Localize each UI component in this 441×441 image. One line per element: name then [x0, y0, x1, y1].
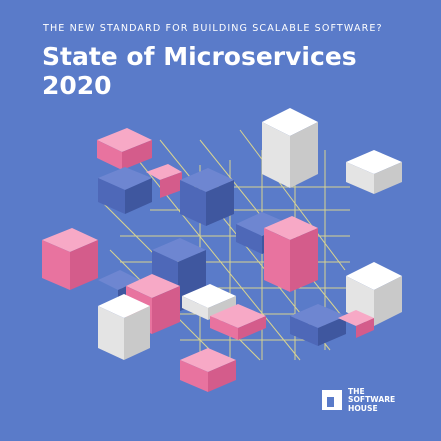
blue-cube: [98, 167, 152, 214]
publisher-logo: THE SOFTWARE HOUSE: [321, 385, 431, 425]
white-cube: [262, 108, 318, 188]
publisher-name-line2: SOFTWARE: [348, 395, 396, 405]
pink-cube: [42, 228, 98, 290]
pink-cube: [146, 164, 182, 198]
pink-cube: [338, 310, 374, 338]
software-house-logo-icon: [322, 390, 342, 410]
blue-cube: [290, 304, 346, 346]
publisher-name-line3: HOUSE: [348, 403, 378, 413]
cover-kicker: THE NEW STANDARD FOR BUILDING SCALABLE S…: [43, 23, 383, 34]
publisher-name-line1: THE: [348, 387, 365, 396]
pink-cube: [180, 348, 236, 392]
pink-cube: [210, 304, 266, 340]
pink-cube: [97, 128, 152, 170]
pink-cube: [264, 216, 318, 292]
white-cube: [98, 294, 150, 360]
cover-title: State of Microservices 2020: [42, 42, 432, 100]
cover-title-line1: State of Microservices: [42, 42, 357, 71]
cover-title-line2: 2020: [42, 71, 112, 100]
blue-cube: [180, 168, 234, 226]
white-cube: [346, 150, 402, 194]
publisher-name: THE SOFTWARE HOUSE: [348, 387, 396, 413]
